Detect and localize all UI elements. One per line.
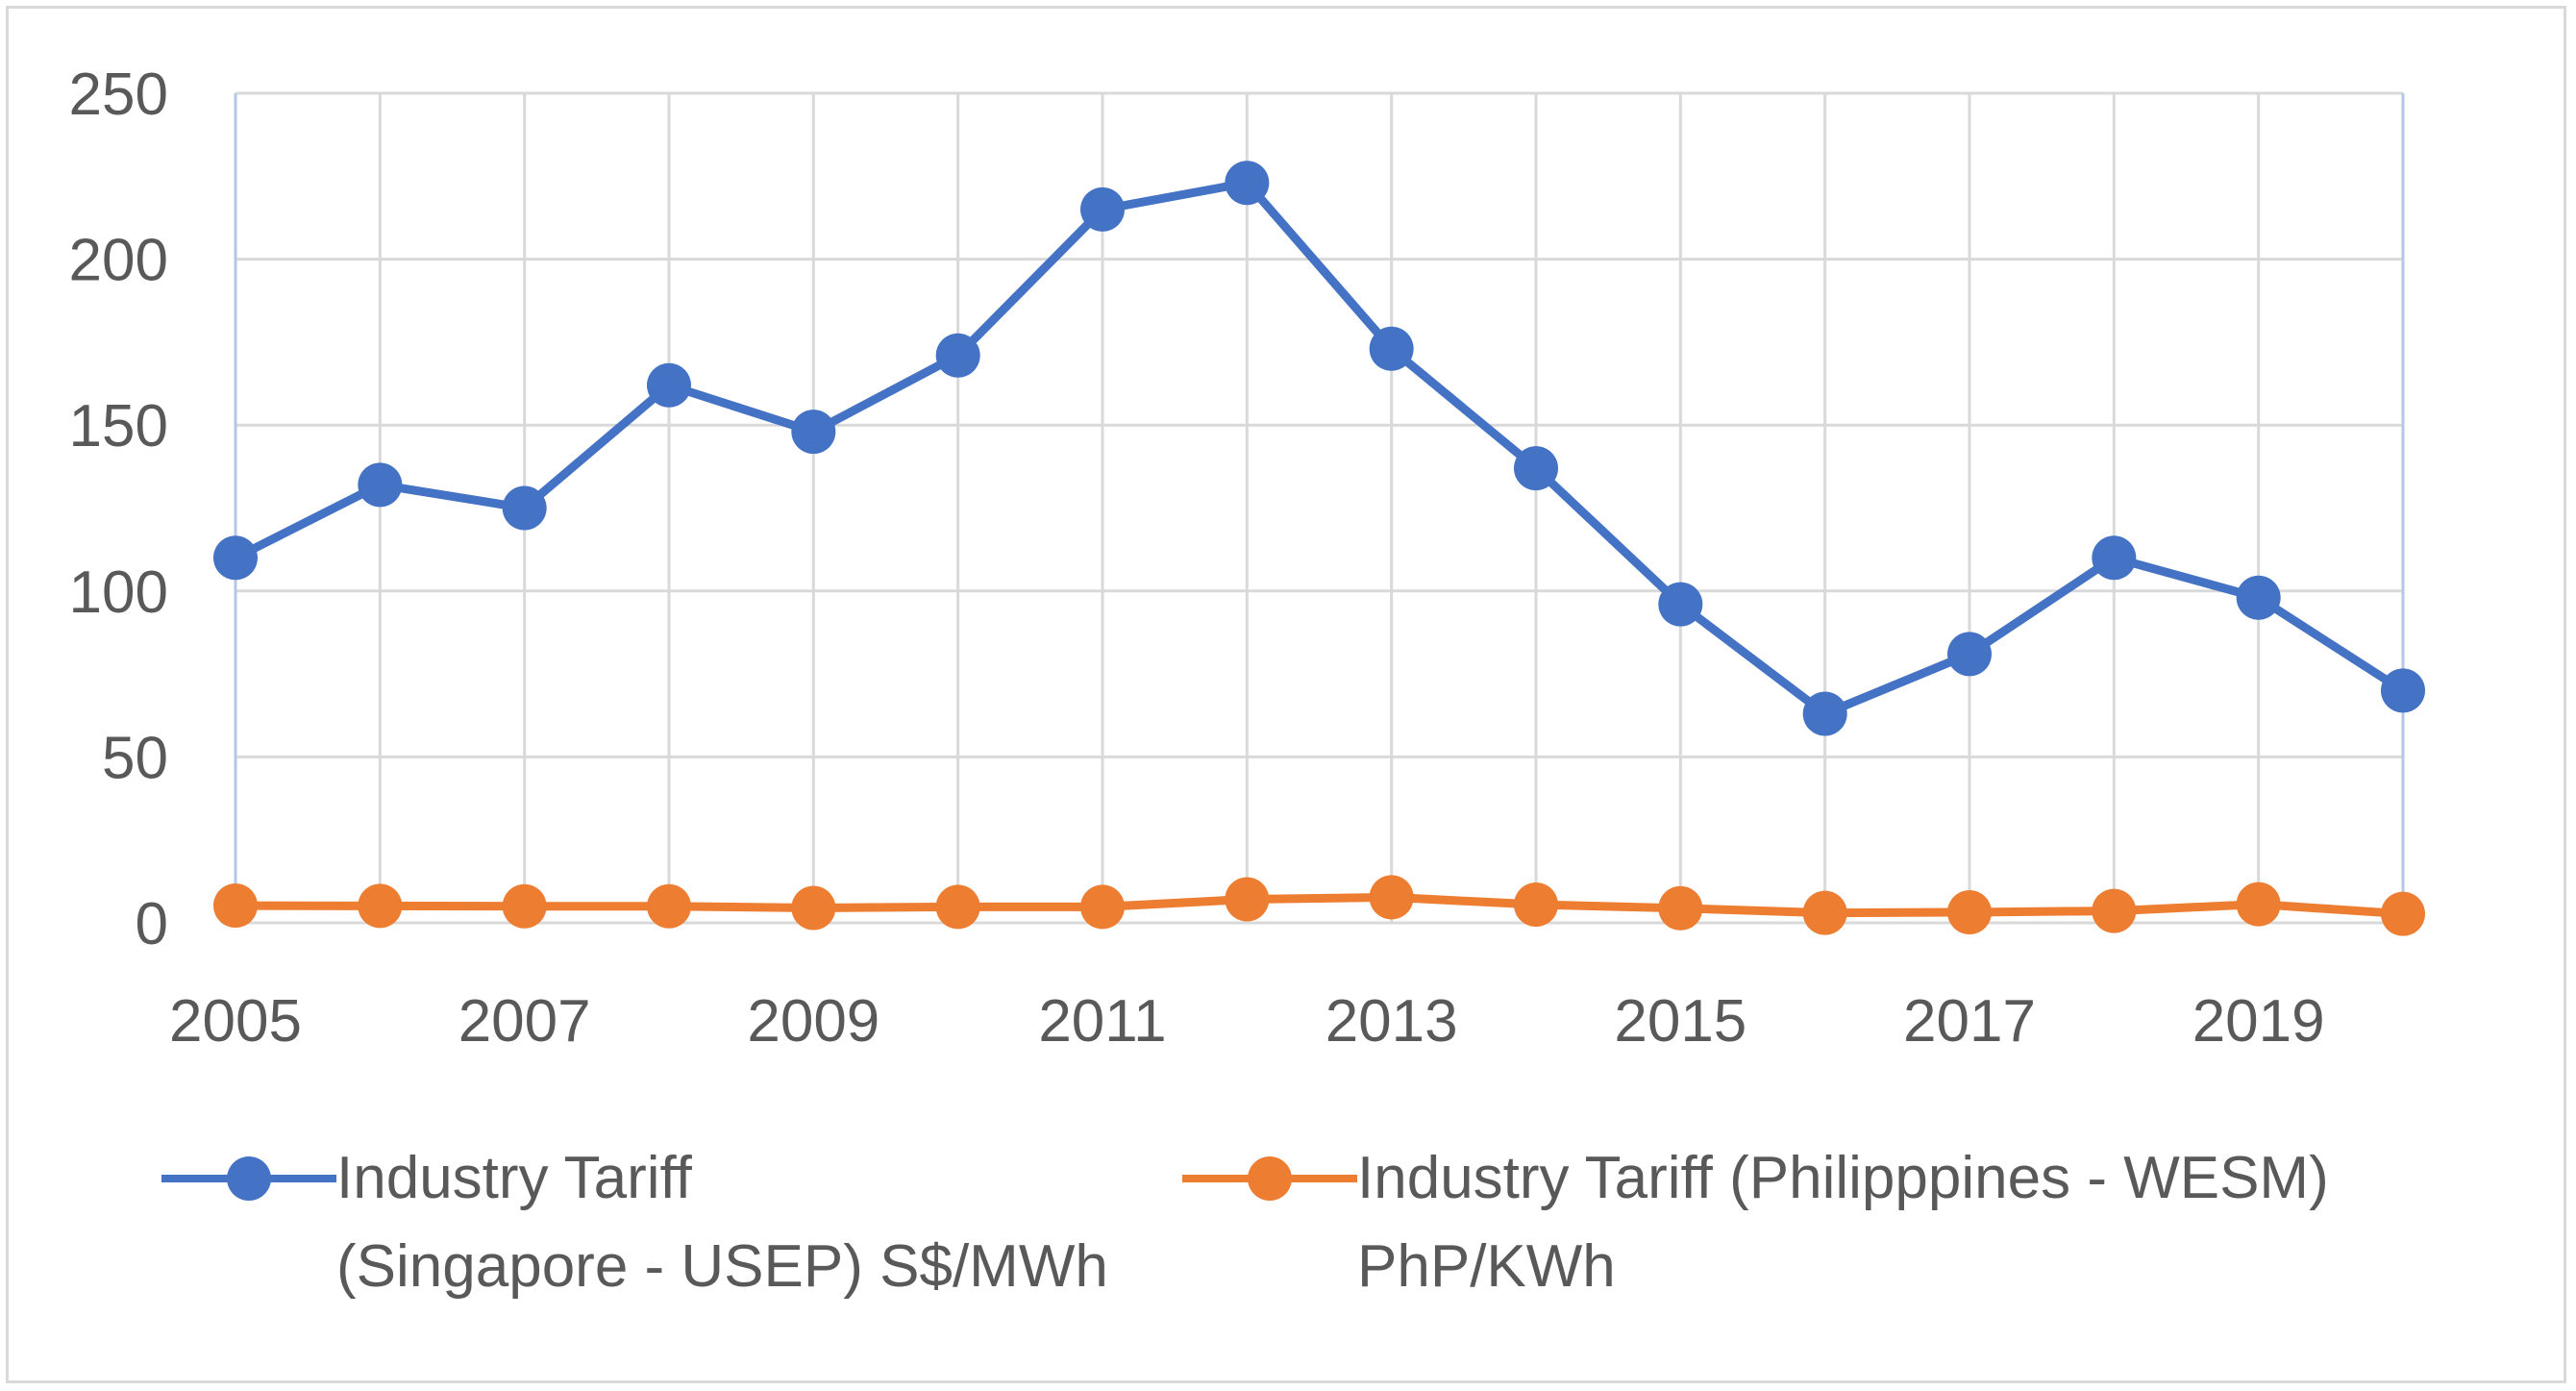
x-tick-label: 2015: [1614, 988, 1746, 1055]
series-layer: [213, 161, 2425, 936]
data-point: [2236, 882, 2281, 927]
data-point: [935, 333, 980, 378]
x-axis-ticks: 2005 2007 2009 2011 2013 2015 2017 2019: [169, 988, 2325, 1055]
data-point: [1514, 446, 1558, 491]
legend-swatch-philippines: [1182, 1134, 1357, 1223]
data-point: [358, 462, 403, 508]
data-point: [1947, 632, 1992, 677]
y-tick-label: 200: [69, 228, 168, 294]
data-point: [213, 535, 258, 581]
legend-label-philippines: Industry Tariff (Philipppines - WESM) Ph…: [1357, 1134, 2329, 1311]
data-point: [791, 410, 836, 455]
data-point: [358, 883, 403, 929]
data-point: [791, 885, 836, 931]
legend-label-singapore-line2: (Singapore - USEP) S$/MWh: [336, 1233, 1108, 1300]
data-point: [1369, 326, 1414, 371]
data-point: [935, 884, 980, 930]
data-point: [2381, 891, 2425, 936]
data-point: [213, 883, 258, 929]
series-line: [231, 178, 2408, 719]
y-axis-ticks: 0 50 100 150 200 250: [69, 62, 168, 957]
x-tick-label: 2017: [1903, 988, 2036, 1055]
data-point: [1225, 877, 1270, 922]
data-point: [2236, 575, 2281, 620]
data-point: [1080, 884, 1125, 930]
y-tick-label: 0: [136, 891, 168, 957]
data-point: [1658, 582, 1703, 627]
data-point: [647, 362, 691, 408]
y-tick-label: 150: [69, 393, 168, 460]
data-point: [1080, 186, 1125, 232]
legend-swatch-singapore: [161, 1134, 336, 1223]
legend-item-singapore: Industry Tariff (Singapore - USEP) S$/MW…: [161, 1134, 1108, 1311]
x-tick-label: 2019: [2192, 988, 2325, 1055]
y-tick-label: 250: [69, 62, 168, 128]
legend-label-philippines-line1: Industry Tariff (Philipppines - WESM): [1357, 1145, 2329, 1211]
legend-marker-singapore: [227, 1156, 271, 1201]
chart-frame: [6, 6, 2566, 1383]
series-1: [213, 875, 2425, 936]
data-point: [502, 883, 547, 929]
data-point: [1369, 875, 1414, 920]
data-point: [1514, 882, 1558, 928]
data-point: [502, 485, 547, 531]
series-0: [213, 161, 2425, 736]
data-point: [1802, 691, 1847, 736]
x-tick-label: 2007: [458, 988, 591, 1055]
data-point: [2381, 668, 2425, 713]
data-point: [2092, 535, 2137, 581]
x-tick-label: 2005: [169, 988, 302, 1055]
data-point: [2092, 888, 2137, 933]
legend-label-singapore-line1: Industry Tariff: [336, 1145, 692, 1211]
legend-label-singapore: Industry Tariff (Singapore - USEP) S$/MW…: [336, 1134, 1108, 1311]
y-tick-label: 50: [102, 725, 168, 791]
data-point: [647, 883, 691, 929]
legend-label-philippines-line2: PhP/KWh: [1357, 1233, 1616, 1300]
x-tick-label: 2009: [747, 988, 879, 1055]
y-tick-label: 100: [69, 559, 168, 626]
data-point: [1658, 885, 1703, 931]
x-tick-label: 2013: [1325, 988, 1458, 1055]
legend-marker-philippines: [1248, 1156, 1292, 1201]
grid-lines: [234, 91, 2405, 925]
data-point: [1802, 890, 1847, 935]
data-point: [1947, 889, 1992, 934]
legend-item-philippines: Industry Tariff (Philipppines - WESM) Ph…: [1182, 1134, 2329, 1311]
series-line: [231, 892, 2408, 919]
data-point: [1225, 161, 1270, 206]
x-tick-label: 2011: [1038, 988, 1166, 1055]
